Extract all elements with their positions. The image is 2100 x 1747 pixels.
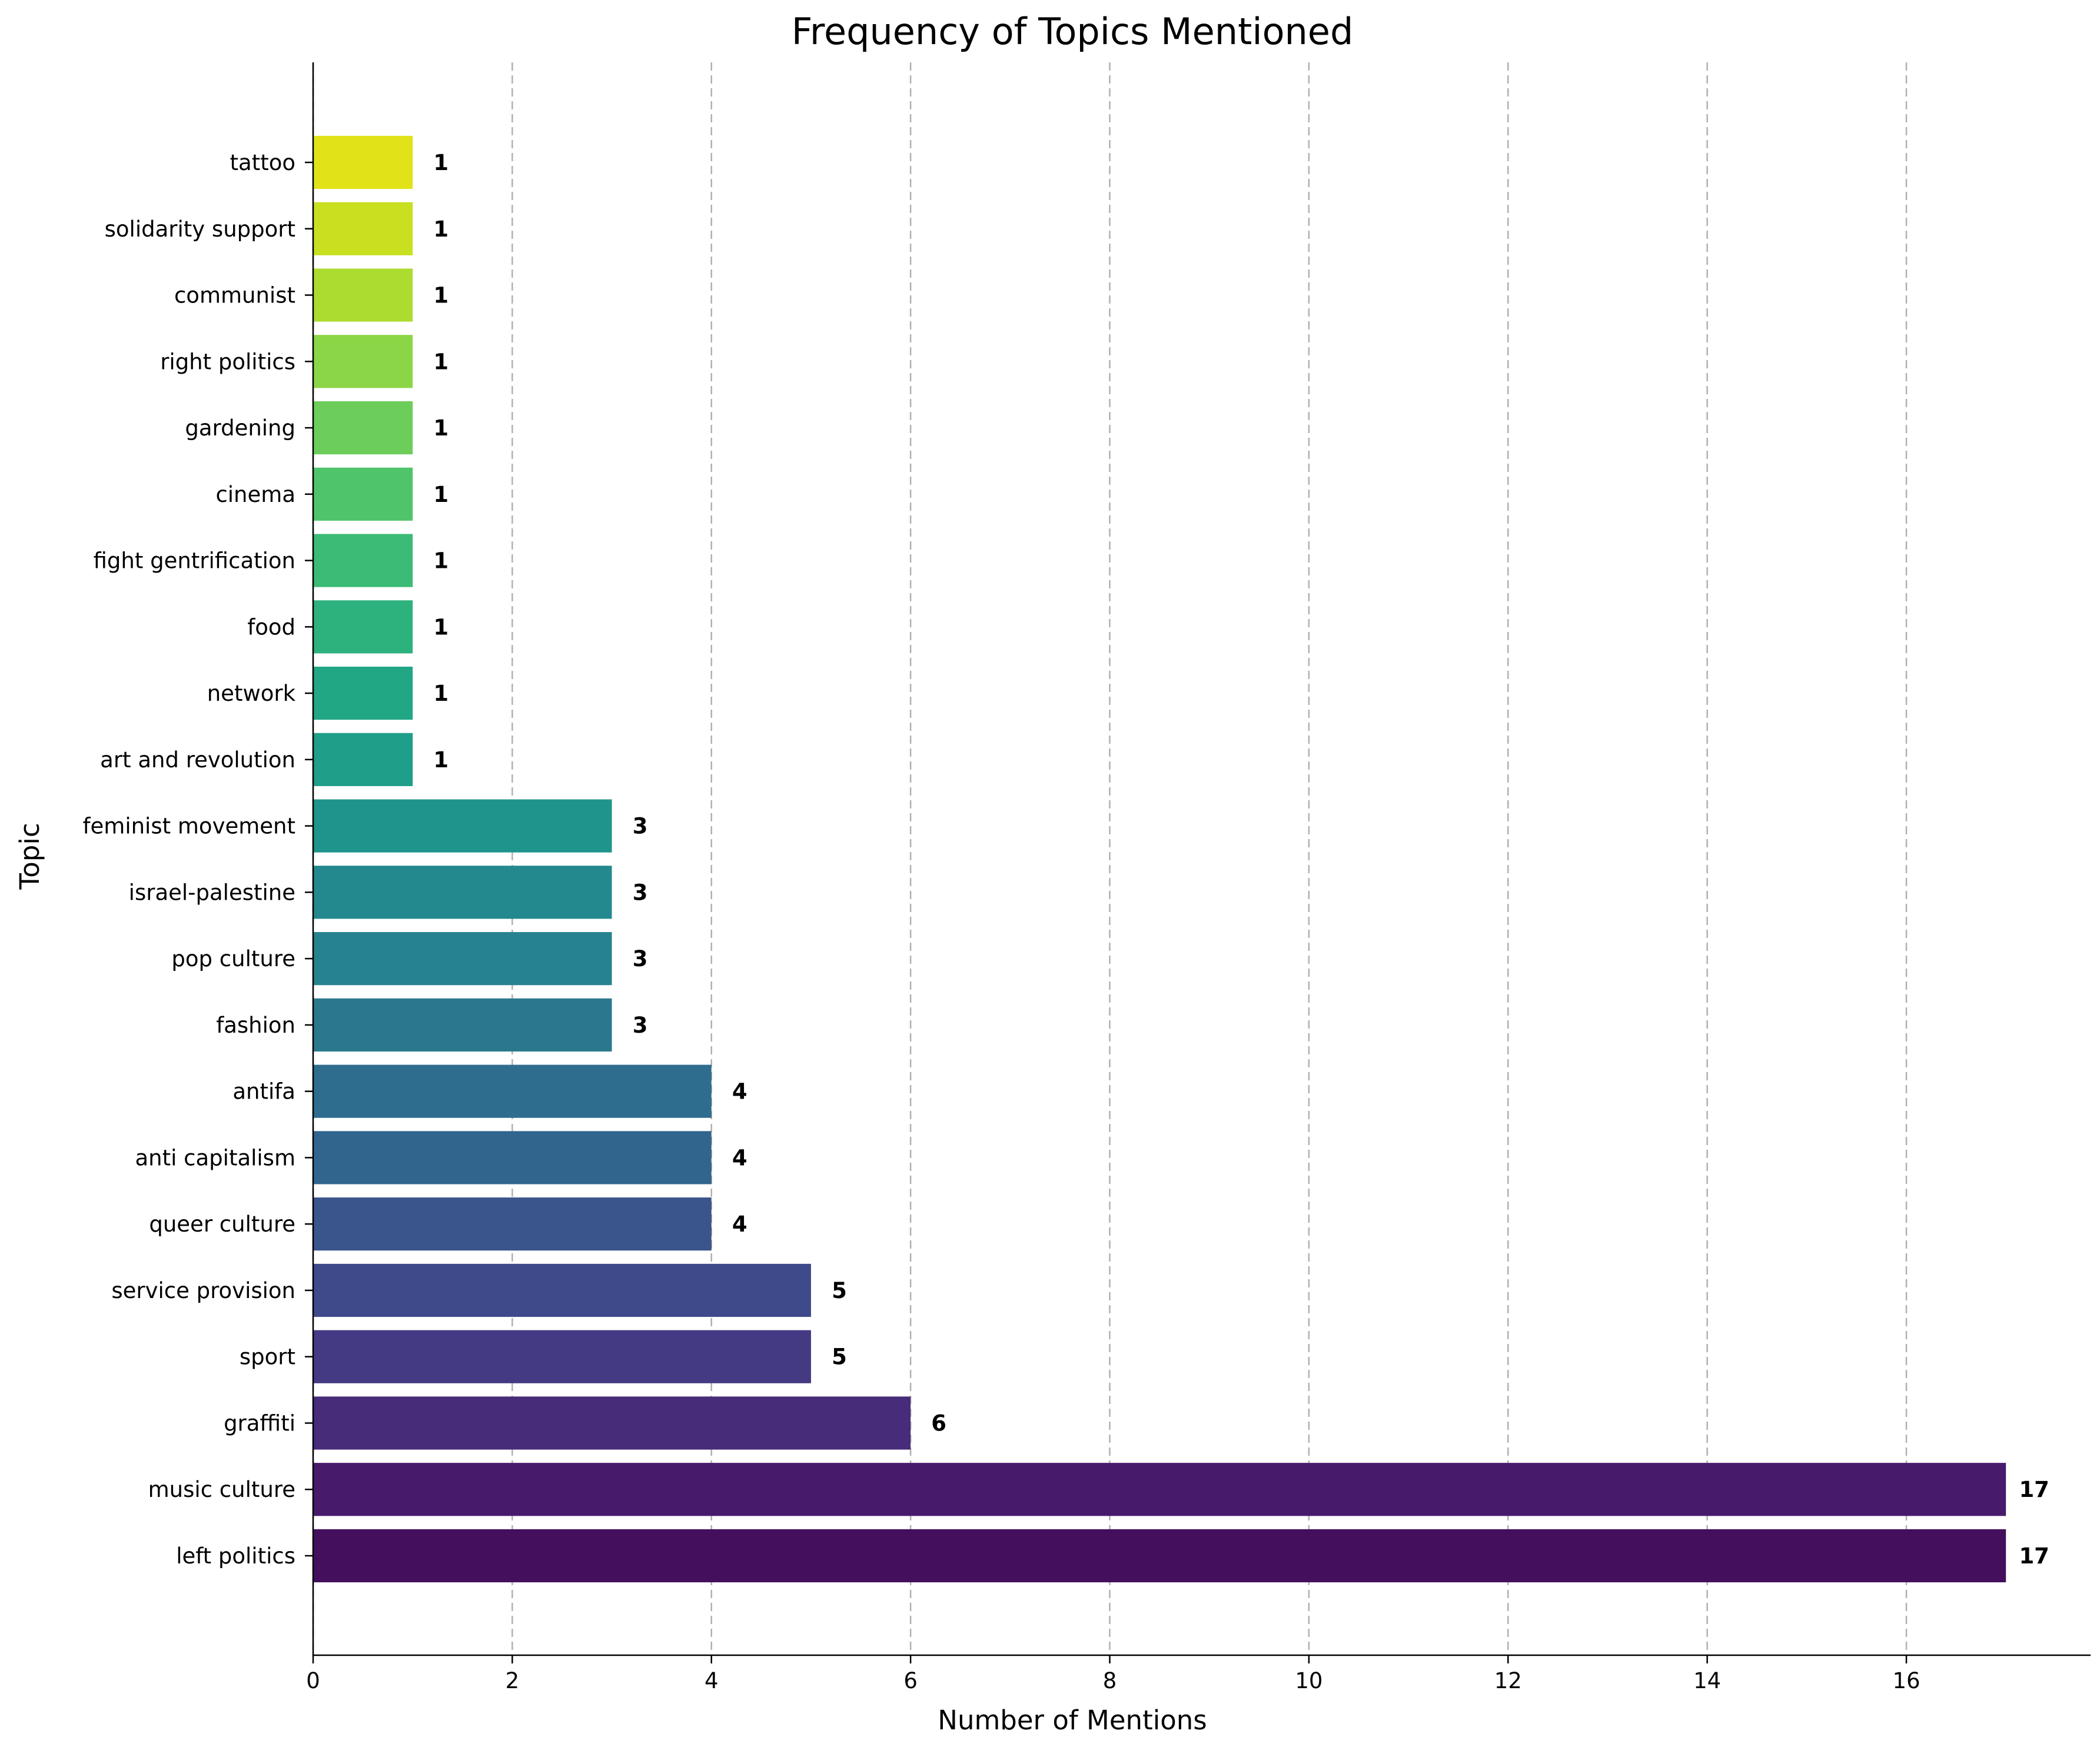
y-tick-label-network: network	[207, 681, 296, 706]
data-labels: 17 17 6 5 5 4 4 4 3 3 3 3 1 1 1 1 1 1 1 1 1 1	[433, 150, 2049, 1569]
data-label-feminist-movement: 3	[633, 814, 648, 839]
chart-title: Frequency of Topics Mentioned	[792, 10, 1354, 53]
y-tick-label-queer-culture: queer culture	[149, 1212, 295, 1237]
y-tick-label-anti-capitalism: anti capitalism	[135, 1145, 295, 1170]
data-label-queer-culture: 4	[732, 1212, 747, 1237]
bar-communist	[313, 268, 413, 322]
y-tick-label-pop-culture: pop culture	[171, 946, 295, 971]
data-label-pop-culture: 3	[633, 946, 648, 971]
data-label-network: 1	[433, 681, 448, 706]
bar-service-provision	[313, 1263, 811, 1317]
bar-israel-palestine	[313, 866, 612, 919]
bar-gardening	[313, 401, 413, 455]
y-tick-label-fight-gentrification: fight gentrification	[94, 548, 295, 574]
x-tick-label-14: 14	[1693, 1668, 1721, 1693]
bar-right-politics	[313, 335, 413, 388]
bar-left-politics	[313, 1529, 2006, 1583]
x-tick-label-10: 10	[1295, 1668, 1323, 1693]
axes: left politics music culture graffiti sport s…	[83, 62, 2091, 1693]
data-label-right-politics: 1	[433, 349, 448, 374]
data-label-graffiti: 6	[931, 1410, 946, 1436]
x-tick-label-2: 2	[506, 1668, 520, 1693]
data-label-cinema: 1	[433, 482, 448, 507]
data-label-fashion: 3	[633, 1013, 648, 1038]
x-tick-label-12: 12	[1494, 1668, 1522, 1693]
x-axis-label: Number of Mentions	[938, 1705, 1207, 1736]
y-tick-label-sport: sport	[240, 1345, 295, 1370]
y-tick-label-food: food	[247, 614, 295, 640]
x-tick-label-8: 8	[1103, 1668, 1117, 1693]
bar-feminist-movement	[313, 799, 612, 853]
y-tick-label-right-politics: right politics	[160, 349, 295, 374]
y-tick-label-feminist-movement: feminist movement	[83, 814, 296, 839]
bar-anti-capitalism	[313, 1131, 712, 1184]
bars	[313, 135, 2006, 1583]
y-tick-label-service-provision: service provision	[111, 1278, 295, 1303]
y-tick-label-israel-palestine: israel-palestine	[129, 880, 295, 905]
bar-fashion	[313, 998, 612, 1052]
x-tick-label-16: 16	[1892, 1668, 1920, 1693]
y-tick-label-gardening: gardening	[185, 415, 295, 441]
bar-network	[313, 666, 413, 720]
y-tick-label-solidarity-support: solidarity support	[105, 217, 295, 242]
bar-solidarity-support	[313, 202, 413, 255]
y-tick-label-music-culture: music culture	[148, 1477, 295, 1502]
bar-art-and-revolution	[313, 733, 413, 786]
y-axis-label: Topic	[14, 823, 45, 890]
data-label-art-and-revolution: 1	[433, 747, 448, 773]
data-label-service-provision: 5	[832, 1278, 847, 1303]
x-tick-label-0: 0	[306, 1668, 320, 1693]
data-label-israel-palestine: 3	[633, 880, 648, 905]
y-tick-label-graffiti: graffiti	[224, 1410, 295, 1436]
y-tick-label-antifa: antifa	[232, 1079, 295, 1104]
bar-antifa	[313, 1064, 712, 1118]
y-tick-label-fashion: fashion	[216, 1013, 295, 1038]
bar-music-culture	[313, 1463, 2006, 1516]
bar-tattoo	[313, 135, 413, 189]
data-label-left-politics: 17	[2019, 1543, 2049, 1569]
data-label-tattoo: 1	[433, 150, 448, 175]
bar-food	[313, 600, 413, 654]
y-tick-label-art-and-revolution: art and revolution	[100, 747, 295, 773]
bar-sport	[313, 1330, 811, 1383]
data-label-music-culture: 17	[2019, 1477, 2049, 1502]
bar-cinema	[313, 467, 413, 521]
bar-pop-culture	[313, 932, 612, 986]
x-tick-label-4: 4	[705, 1668, 719, 1693]
bar-graffiti	[313, 1396, 911, 1450]
data-label-sport: 5	[832, 1345, 847, 1370]
data-label-antifa: 4	[732, 1079, 747, 1104]
data-label-gardening: 1	[433, 415, 448, 441]
y-tick-label-communist: communist	[174, 283, 295, 308]
data-label-anti-capitalism: 4	[732, 1145, 747, 1170]
bar-queer-culture	[313, 1197, 712, 1251]
x-tick-label-6: 6	[903, 1668, 918, 1693]
bar-fight-gentrification	[313, 534, 413, 587]
data-label-communist: 1	[433, 283, 448, 308]
data-label-food: 1	[433, 614, 448, 640]
data-label-solidarity-support: 1	[433, 217, 448, 242]
y-tick-label-left-politics: left politics	[176, 1543, 295, 1569]
y-tick-label-tattoo: tattoo	[230, 150, 295, 175]
y-tick-label-cinema: cinema	[215, 482, 295, 507]
data-label-fight-gentrification: 1	[433, 548, 448, 574]
